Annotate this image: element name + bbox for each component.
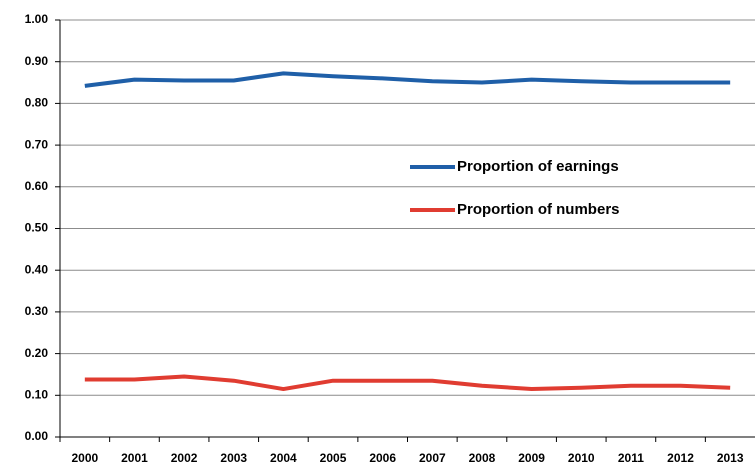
x-tick-label: 2009 [518, 451, 545, 464]
x-tick-label: 2011 [618, 451, 644, 464]
x-tick-label: 2007 [419, 451, 446, 464]
series-line [84, 374, 731, 392]
x-tick-label: 2013 [717, 451, 744, 464]
y-tick-label: 0.10 [25, 387, 49, 401]
legend-label: Proportion of earnings [457, 158, 619, 175]
x-tick-label: 2001 [121, 451, 148, 464]
legend-label: Proportion of numbers [457, 201, 620, 218]
series-line [84, 71, 731, 88]
x-tick-label: 2003 [220, 451, 247, 464]
y-tick-label: 0.00 [25, 429, 49, 443]
x-tick-label: 2002 [171, 451, 198, 464]
x-tick-label: 2008 [469, 451, 496, 464]
x-tick-label: 2000 [71, 451, 98, 464]
x-tick-label: 2004 [270, 451, 297, 464]
x-tick-label: 2012 [667, 451, 694, 464]
y-tick-label: 0.60 [25, 179, 49, 193]
y-tick-label: 0.80 [25, 96, 49, 110]
y-tick-label: 0.20 [25, 346, 49, 360]
x-tick-label: 2006 [369, 451, 396, 464]
x-tick-label: 2005 [320, 451, 347, 464]
x-tick-label: 2010 [568, 451, 595, 464]
y-tick-label: 1.00 [25, 12, 49, 26]
y-tick-label: 0.30 [25, 304, 49, 318]
y-tick-label: 0.70 [25, 137, 49, 151]
y-tick-label: 0.40 [25, 262, 49, 276]
y-tick-label: 0.90 [25, 54, 49, 68]
y-tick-label: 0.50 [25, 221, 49, 235]
